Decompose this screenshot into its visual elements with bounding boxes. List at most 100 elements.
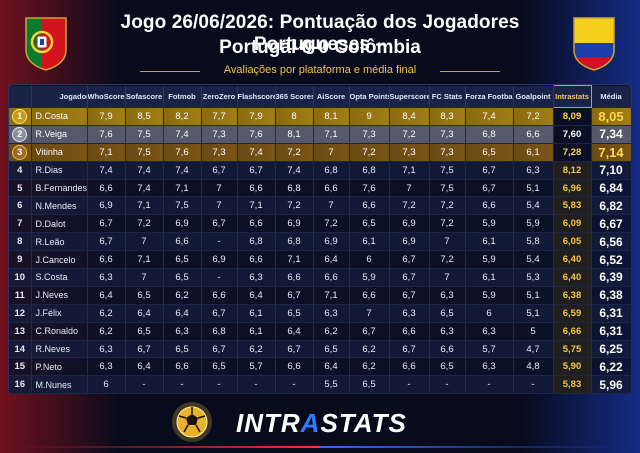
- column-header: [9, 85, 32, 108]
- score-cell: 7,1: [389, 161, 430, 180]
- player-name-cell: N.Mendes: [31, 196, 88, 216]
- score-cell: 6,5: [349, 375, 390, 395]
- average-cell: 5,96: [591, 375, 632, 395]
- rank-cell: 3: [9, 143, 32, 162]
- score-cell: 6,6: [349, 196, 390, 216]
- intrastats-cell: 6,40: [553, 268, 592, 287]
- score-cell: 7,1: [163, 179, 202, 198]
- score-cell: 6,7: [201, 340, 238, 359]
- rank-cell: 13: [9, 322, 32, 341]
- score-cell: 6,1: [237, 304, 276, 323]
- intrastats-logo: INTRASTATS: [236, 408, 407, 439]
- score-cell: 5,9: [465, 286, 514, 305]
- score-cell: 5,3: [513, 268, 554, 287]
- score-cell: 6,9: [163, 214, 202, 234]
- score-cell: 7,3: [389, 143, 430, 162]
- column-header: FC Stats: [429, 85, 466, 108]
- score-cell: 7,3: [201, 125, 238, 144]
- table-row: 4 R.Dias 7,4 7,4 7,4 6,7 6,7 7,4 6,8 6,8 7,1 7,5 6,7…: [9, 161, 632, 180]
- score-cell: 7,7: [201, 107, 238, 126]
- colombia-flag-icon: [573, 17, 615, 71]
- score-cell: 5,4: [513, 250, 554, 270]
- score-cell: 6,7: [201, 161, 238, 180]
- score-cell: 6,4: [125, 304, 164, 323]
- table-row: 14 R.Neves 6,3 6,7 6,5 6,7 6,2 6,7 6,5 6,2 6,7 6,6 5…: [9, 340, 632, 359]
- score-cell: 7: [313, 196, 350, 216]
- score-cell: -: [163, 375, 202, 395]
- score-cell: 6,1: [465, 268, 514, 287]
- score-cell: 6,6: [163, 357, 202, 377]
- score-cell: 7: [389, 179, 430, 198]
- average-cell: 6,25: [591, 340, 632, 359]
- table-row: 2 R.Veiga 7,6 7,5 7,4 7,3 7,6 8,1 7,1 7,3 7,2 7,3 6,…: [9, 125, 632, 144]
- score-cell: 7,2: [275, 196, 314, 216]
- score-cell: 6,6: [87, 179, 126, 198]
- score-cell: 6,5: [125, 322, 164, 341]
- score-cell: 7,2: [429, 196, 466, 216]
- score-cell: 5,5: [313, 375, 350, 395]
- score-cell: 6,7: [389, 268, 430, 287]
- score-cell: 6,3: [429, 322, 466, 341]
- score-cell: -: [389, 375, 430, 395]
- score-cell: 6,4: [275, 322, 314, 341]
- score-cell: 7: [429, 232, 466, 252]
- score-cell: 7,3: [201, 143, 238, 162]
- intrastats-cell: 6,59: [553, 304, 592, 323]
- player-name-cell: J.Félix: [31, 304, 88, 323]
- score-cell: 6,7: [465, 179, 514, 198]
- score-cell: 6,9: [87, 196, 126, 216]
- score-cell: 7,2: [275, 143, 314, 162]
- rank-cell: 8: [9, 232, 32, 252]
- score-cell: 7,3: [429, 125, 466, 144]
- rank-cell: 15: [9, 357, 32, 377]
- rank-cell: 11: [9, 286, 32, 305]
- score-cell: 6,7: [201, 304, 238, 323]
- score-cell: 7,2: [349, 143, 390, 162]
- score-cell: 6,3: [513, 161, 554, 180]
- intrastats-cell: 6,38: [553, 286, 592, 305]
- score-cell: 7: [429, 268, 466, 287]
- column-header: Forza Football: [465, 85, 514, 108]
- score-cell: 5: [513, 322, 554, 341]
- score-cell: 6,3: [429, 286, 466, 305]
- score-cell: 7,9: [237, 107, 276, 126]
- player-name-cell: R.Dias: [31, 161, 88, 180]
- score-cell: 7,5: [163, 196, 202, 216]
- score-cell: 6,6: [237, 250, 276, 270]
- subtitle-divider-right: [440, 71, 500, 72]
- score-cell: 6,9: [201, 250, 238, 270]
- score-cell: 8,5: [125, 107, 164, 126]
- footer: INTRASTATS: [0, 396, 640, 453]
- score-cell: 6: [87, 375, 126, 395]
- score-cell: 6,7: [237, 161, 276, 180]
- portugal-flag-icon: [25, 17, 67, 71]
- subtitle-divider-left: [140, 71, 200, 72]
- player-name-cell: R.Leão: [31, 232, 88, 252]
- score-cell: 5,7: [237, 357, 276, 377]
- score-cell: 6,8: [237, 232, 276, 252]
- score-cell: 6,3: [465, 357, 514, 377]
- score-cell: 5,9: [465, 250, 514, 270]
- average-cell: 6,67: [591, 214, 632, 234]
- score-cell: 6,3: [313, 304, 350, 323]
- average-cell: 7,10: [591, 161, 632, 180]
- brand-accent: A: [300, 408, 321, 438]
- score-cell: 7: [349, 304, 390, 323]
- score-cell: 6,4: [313, 250, 350, 270]
- score-cell: 6,2: [87, 322, 126, 341]
- score-cell: 6,3: [465, 322, 514, 341]
- score-cell: 7,4: [125, 179, 164, 198]
- score-cell: 6,6: [237, 214, 276, 234]
- score-cell: 7,5: [125, 143, 164, 162]
- rank-cell: 6: [9, 196, 32, 216]
- score-cell: 6: [349, 250, 390, 270]
- page-title-line2: Portugal 0-0 Colômbia: [219, 37, 421, 58]
- column-header: Goalpoint: [513, 85, 554, 108]
- intrastats-cell: 5,83: [553, 375, 592, 395]
- score-cell: 6,5: [125, 286, 164, 305]
- score-cell: 7,1: [313, 286, 350, 305]
- score-cell: 7,1: [125, 250, 164, 270]
- score-cell: 6,9: [313, 232, 350, 252]
- score-cell: 6,6: [237, 179, 276, 198]
- score-cell: 8: [275, 107, 314, 126]
